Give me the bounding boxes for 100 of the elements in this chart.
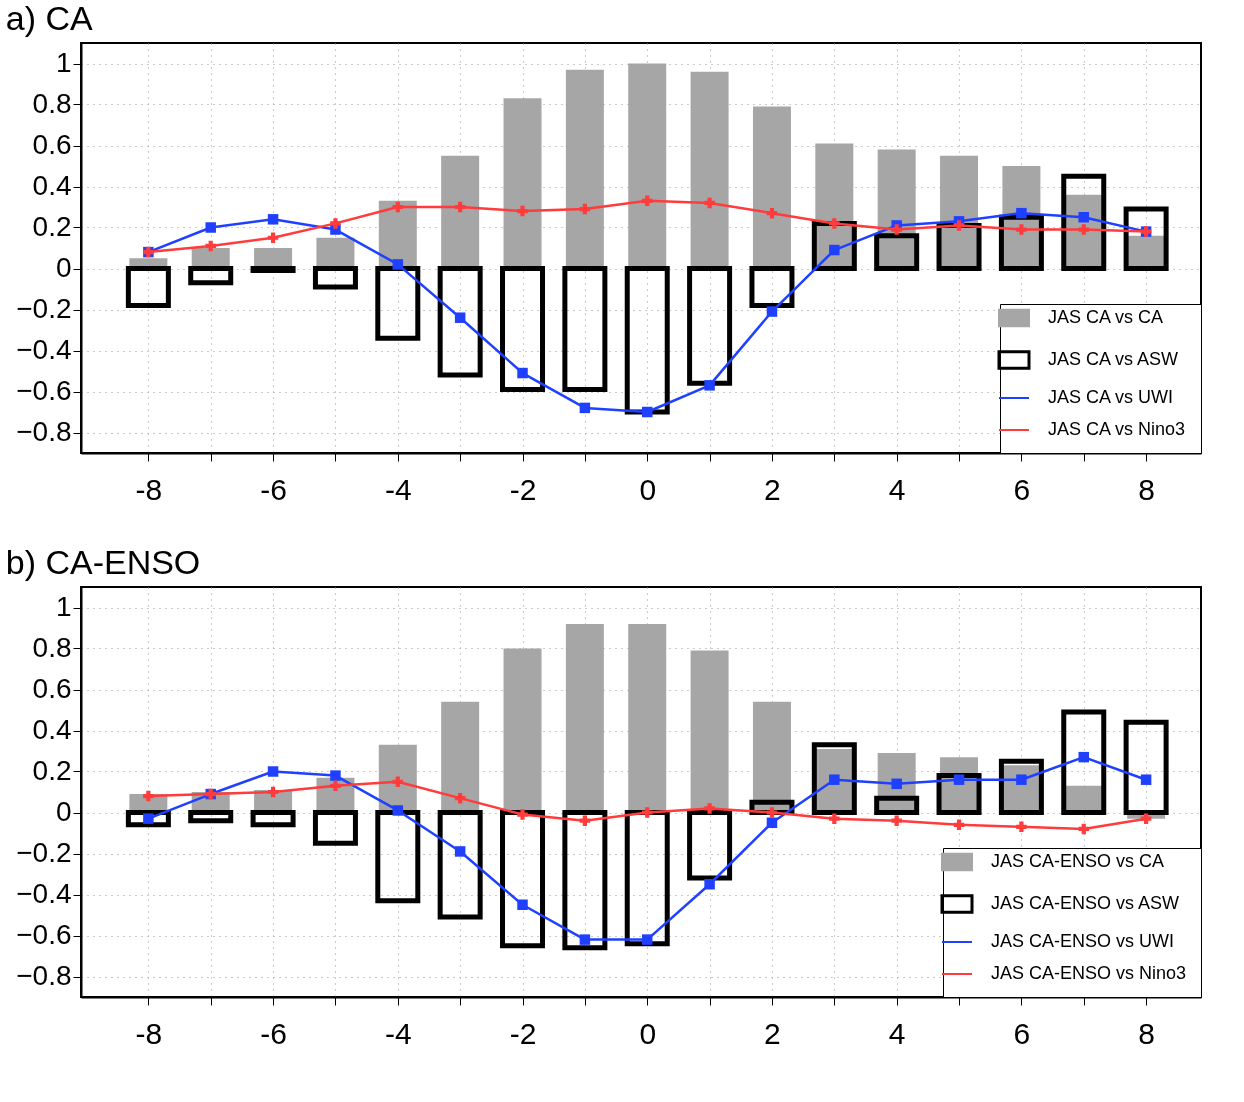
x-tick-label: 0 (639, 472, 657, 506)
x-tick-label: 2 (764, 1016, 781, 1050)
point (454, 846, 466, 857)
x-tick-label: 8 (1138, 1016, 1155, 1050)
y-tick-label: −0.2 (16, 293, 72, 324)
point (517, 367, 528, 379)
point (641, 807, 653, 818)
point (330, 218, 341, 229)
point (579, 815, 591, 826)
point (704, 803, 715, 814)
y-tick-label: 0.8 (32, 88, 72, 119)
point (1078, 823, 1089, 835)
point (953, 774, 965, 785)
x-tick-label: -2 (509, 472, 537, 506)
chart-title: b) CA-ENSO (5, 543, 201, 581)
x-tick-label: -6 (260, 1016, 287, 1050)
point (579, 934, 591, 945)
legend-label: JAS CA-ENSO vs Nino3 (991, 963, 1187, 983)
point (454, 792, 466, 804)
y-tick-label: −0.8 (16, 416, 72, 447)
y-tick-label: 0.6 (32, 673, 72, 704)
point (766, 306, 778, 317)
y-tick-label: 1 (55, 47, 72, 78)
point (704, 380, 715, 391)
point (1078, 751, 1089, 763)
point (579, 402, 591, 414)
point (267, 786, 279, 798)
y-tick-label: −0.6 (16, 919, 72, 950)
x-tick-label: 2 (764, 472, 781, 506)
y-tick-label: 1 (55, 591, 72, 622)
point (1016, 224, 1027, 235)
point (766, 817, 778, 828)
legend-label: JAS CA vs UWI (1048, 387, 1174, 407)
point (517, 205, 528, 217)
y-tick-label: 0.8 (32, 632, 72, 663)
legend-label: JAS CA vs Nino3 (1048, 419, 1186, 439)
x-tick-label: -2 (509, 1016, 537, 1050)
x-tick-label: 8 (1138, 472, 1155, 506)
legend-label: JAS CA vs CA (1048, 307, 1164, 327)
y-tick-label: 0.2 (32, 211, 72, 242)
y-tick-label: 0.2 (32, 755, 72, 786)
point (143, 813, 154, 824)
point (330, 780, 341, 792)
point (829, 218, 840, 229)
point (392, 805, 404, 816)
point (1016, 774, 1027, 785)
point (953, 220, 965, 231)
point (517, 809, 528, 820)
point (454, 201, 466, 213)
point (1016, 821, 1027, 833)
point (766, 207, 778, 219)
point (205, 222, 216, 233)
x-tick-label: 6 (1013, 1016, 1031, 1050)
point (392, 776, 404, 787)
legend-label: JAS CA-ENSO vs CA (991, 851, 1165, 871)
point (205, 240, 216, 252)
x-tick-label: -4 (384, 472, 412, 506)
point (1078, 212, 1089, 223)
legend-label: JAS CA-ENSO vs UWI (991, 931, 1175, 951)
y-tick-label: −0.6 (16, 375, 72, 406)
point (953, 819, 965, 831)
y-tick-label: −0.8 (16, 960, 72, 991)
point (267, 214, 279, 225)
point (891, 815, 902, 826)
chart-title: a) CA (5, 0, 93, 37)
point (641, 934, 653, 945)
x-tick-label: 6 (1013, 472, 1031, 506)
point (392, 201, 404, 213)
point (579, 203, 591, 215)
point (267, 232, 279, 243)
point (829, 774, 840, 785)
point (454, 312, 466, 323)
x-tick-label: -4 (384, 1016, 412, 1050)
legend-label: JAS CA vs ASW (1048, 349, 1179, 369)
y-tick-label: 0.4 (32, 170, 72, 201)
x-tick-label: 4 (888, 472, 906, 506)
legend-label: JAS CA-ENSO vs ASW (991, 893, 1180, 913)
y-tick-label: −0.2 (16, 837, 72, 868)
point (267, 766, 279, 777)
y-tick-label: −0.4 (16, 334, 72, 365)
point (1140, 813, 1152, 824)
point (829, 244, 840, 256)
y-tick-label: 0.6 (32, 129, 72, 160)
x-tick-label: 0 (639, 1016, 657, 1050)
point (1140, 774, 1152, 785)
point (1016, 207, 1027, 219)
point (1078, 224, 1089, 235)
x-tick-label: -8 (135, 472, 163, 506)
y-tick-label: 0.4 (32, 714, 72, 745)
x-tick-label: 4 (888, 1016, 906, 1050)
point (704, 879, 715, 890)
point (392, 259, 404, 270)
point (891, 778, 902, 790)
y-tick-label: 0 (55, 252, 72, 283)
point (829, 813, 840, 824)
point (330, 770, 341, 781)
x-tick-label: -6 (260, 472, 287, 506)
point (891, 224, 902, 235)
point (641, 406, 653, 418)
point (641, 195, 653, 207)
